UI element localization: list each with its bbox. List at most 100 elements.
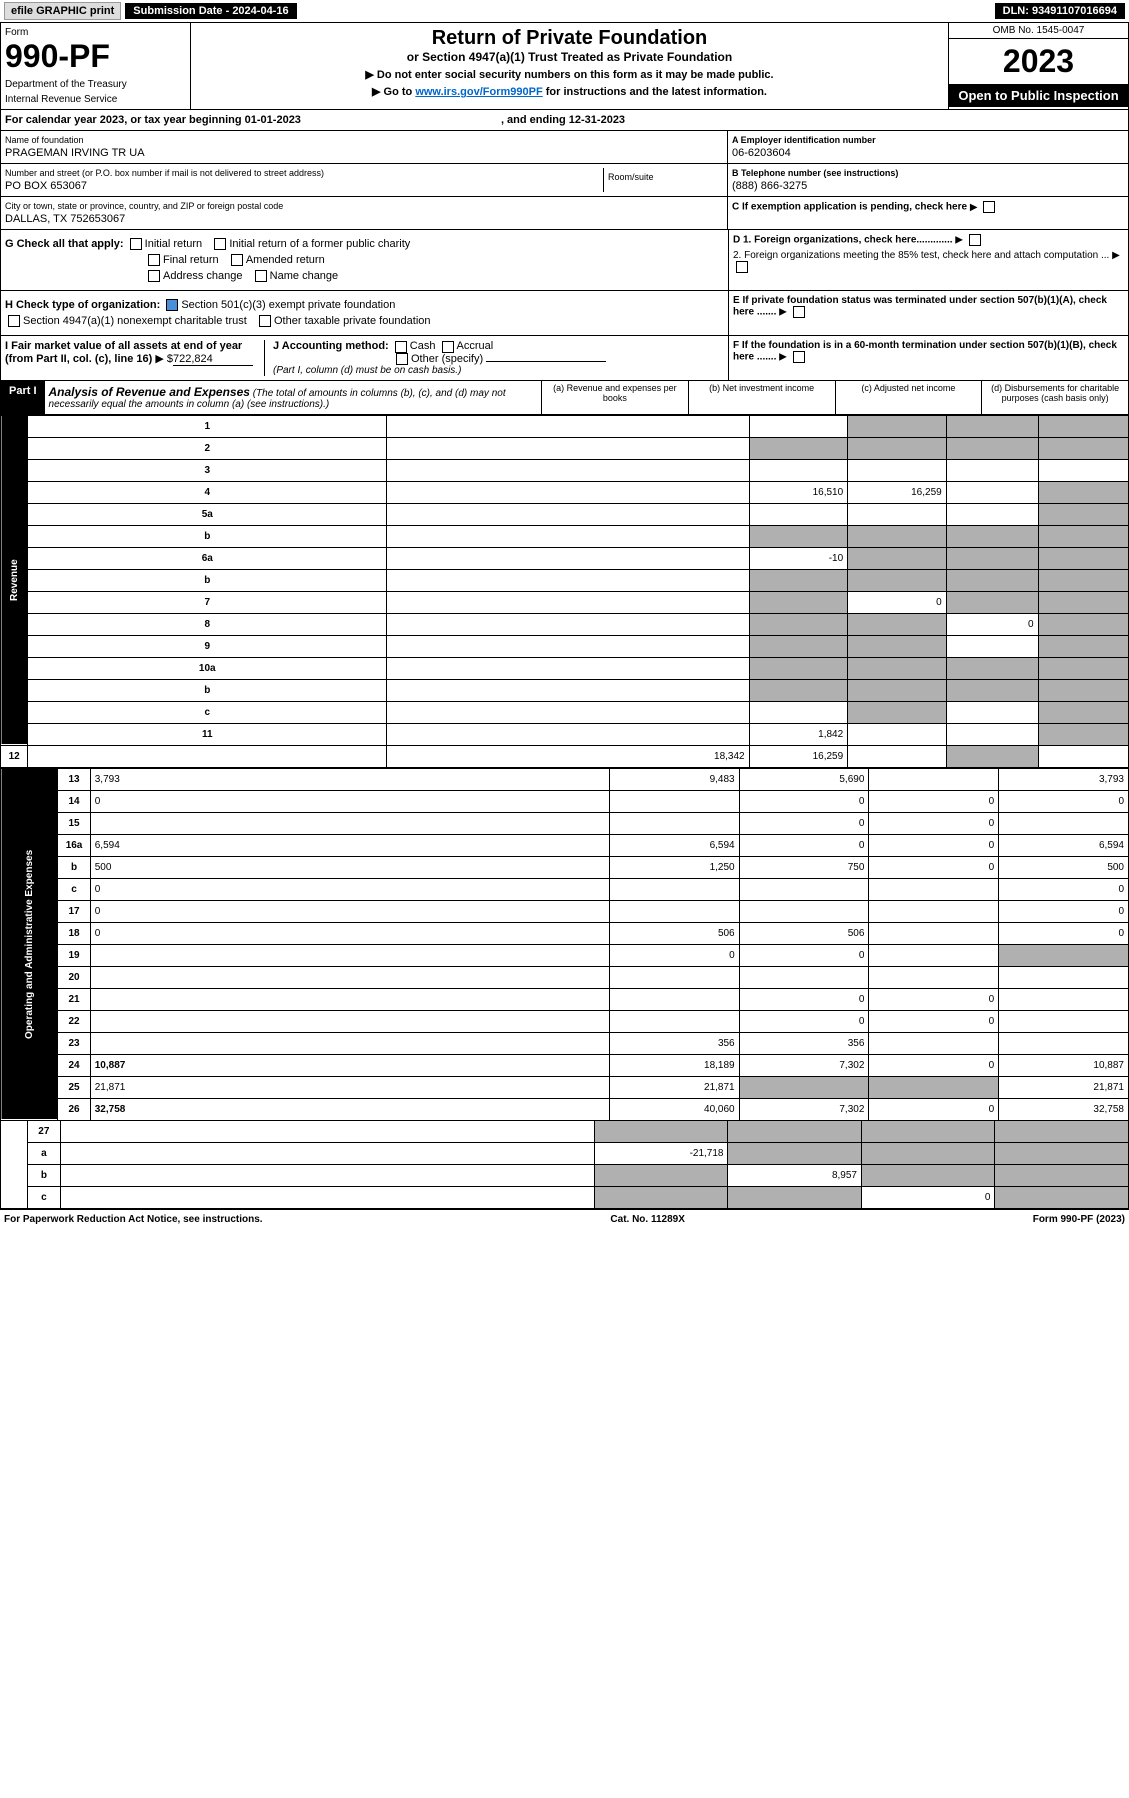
col-b-value [739, 878, 869, 900]
cash-label: Cash [410, 340, 436, 352]
col-b-value: 0 [848, 591, 947, 613]
col-b-value: 0 [739, 790, 869, 812]
phone-value: (888) 866-3275 [732, 180, 1124, 192]
table-row: 6a-10 [1, 547, 1129, 569]
col-a-value: 356 [609, 1032, 739, 1054]
efile-print-button[interactable]: efile GRAPHIC print [4, 2, 121, 20]
col-c-value: 0 [869, 1098, 999, 1120]
part-i-title: Analysis of Revenue and Expenses [49, 385, 250, 399]
col-c-value [946, 437, 1038, 459]
final-return-checkbox[interactable] [148, 254, 160, 266]
goto-note: ▶ Go to www.irs.gov/Form990PF for instru… [195, 85, 944, 98]
address-change-checkbox[interactable] [148, 270, 160, 282]
col-c-value [946, 481, 1038, 503]
initial-return-checkbox[interactable] [130, 238, 142, 250]
col-d-value: 0 [999, 900, 1129, 922]
col-c-value [946, 503, 1038, 525]
amended-return-checkbox[interactable] [231, 254, 243, 266]
col-d-value [1038, 547, 1128, 569]
cal-mid: , and ending [501, 114, 569, 126]
line-description [387, 723, 749, 745]
col-a-value [749, 657, 848, 679]
60month-checkbox[interactable] [793, 351, 805, 363]
col-c-value [946, 635, 1038, 657]
col-c-value [946, 569, 1038, 591]
line-number: 27 [27, 1121, 60, 1143]
line-number: b [28, 569, 387, 591]
line-description [28, 745, 387, 767]
line-description [387, 701, 749, 723]
col-b-value [728, 1121, 861, 1143]
col-c-value: 0 [869, 1054, 999, 1076]
col-a-value [749, 591, 848, 613]
line-number: 18 [58, 922, 90, 944]
phone-label: B Telephone number (see instructions) [732, 168, 1124, 178]
4947-checkbox[interactable] [8, 315, 20, 327]
col-b-value [848, 547, 947, 569]
form-subtitle: or Section 4947(a)(1) Trust Treated as P… [195, 50, 944, 64]
col-a-value: 6,594 [609, 834, 739, 856]
col-b-value [848, 503, 947, 525]
f-label: F If the foundation is in a 60-month ter… [733, 340, 1117, 363]
col-a-value: -10 [749, 547, 848, 569]
col-a-value [595, 1165, 728, 1187]
table-row: 2632,75840,0607,302032,758 [1, 1098, 1129, 1120]
line-description: 0 [90, 922, 609, 944]
line-number: b [27, 1165, 60, 1187]
line-description: 0 [90, 878, 609, 900]
table-row: 70 [1, 591, 1129, 613]
foreign-85-checkbox[interactable] [736, 261, 748, 273]
line-description [90, 944, 609, 966]
line-number: 4 [28, 481, 387, 503]
form990pf-link[interactable]: www.irs.gov/Form990PF [415, 86, 542, 98]
g-label: G Check all that apply: [5, 238, 124, 250]
col-b-value: 5,690 [739, 768, 869, 790]
other-method-checkbox[interactable] [396, 353, 408, 365]
table-row: 9 [1, 635, 1129, 657]
table-row: 16a6,5946,594006,594 [1, 834, 1129, 856]
col-d-value [999, 1032, 1129, 1054]
col-d-value [1038, 437, 1128, 459]
line-description [61, 1165, 595, 1187]
expenses-side-label: Operating and Administrative Expenses [1, 768, 58, 1120]
line-number: 7 [28, 591, 387, 613]
line-number: 23 [58, 1032, 90, 1054]
col-b-value [848, 679, 947, 701]
col-a-value [609, 878, 739, 900]
col-d-value [999, 1010, 1129, 1032]
name-change-checkbox[interactable] [255, 270, 267, 282]
cash-checkbox[interactable] [395, 341, 407, 353]
accrual-checkbox[interactable] [442, 341, 454, 353]
top-bar: efile GRAPHIC print Submission Date - 20… [0, 0, 1129, 22]
ssn-note: ▶ Do not enter social security numbers o… [195, 68, 944, 81]
revenue-side-label: Revenue [1, 415, 28, 745]
col-c-value [946, 547, 1038, 569]
info-section: Name of foundation PRAGEMAN IRVING TR UA… [0, 131, 1129, 230]
line-number: b [58, 856, 90, 878]
exemption-checkbox[interactable] [983, 201, 995, 213]
col-b-value [848, 415, 947, 437]
col-d-value [1038, 635, 1128, 657]
line-number: 13 [58, 768, 90, 790]
line-number: 8 [28, 613, 387, 635]
address: PO BOX 653067 [5, 180, 603, 192]
col-c-value: 0 [861, 1187, 994, 1209]
col-d-value [1038, 701, 1128, 723]
paperwork-notice: For Paperwork Reduction Act Notice, see … [4, 1214, 263, 1225]
501c3-checkbox[interactable] [166, 299, 178, 311]
other-method-label: Other (specify) [411, 353, 483, 365]
col-b-value [739, 900, 869, 922]
table-row: b [1, 525, 1129, 547]
table-row: 140000 [1, 790, 1129, 812]
terminated-checkbox[interactable] [793, 306, 805, 318]
other-taxable-checkbox[interactable] [259, 315, 271, 327]
table-row: 2521,87121,87121,871 [1, 1076, 1129, 1098]
table-row: 2100 [1, 988, 1129, 1010]
foundation-name: PRAGEMAN IRVING TR UA [5, 147, 723, 159]
line-number: 15 [58, 812, 90, 834]
foreign-org-checkbox[interactable] [969, 234, 981, 246]
d2-label: 2. Foreign organizations meeting the 85%… [733, 250, 1109, 261]
col-d-value: 32,758 [999, 1098, 1129, 1120]
initial-former-checkbox[interactable] [214, 238, 226, 250]
line-description [90, 1032, 609, 1054]
